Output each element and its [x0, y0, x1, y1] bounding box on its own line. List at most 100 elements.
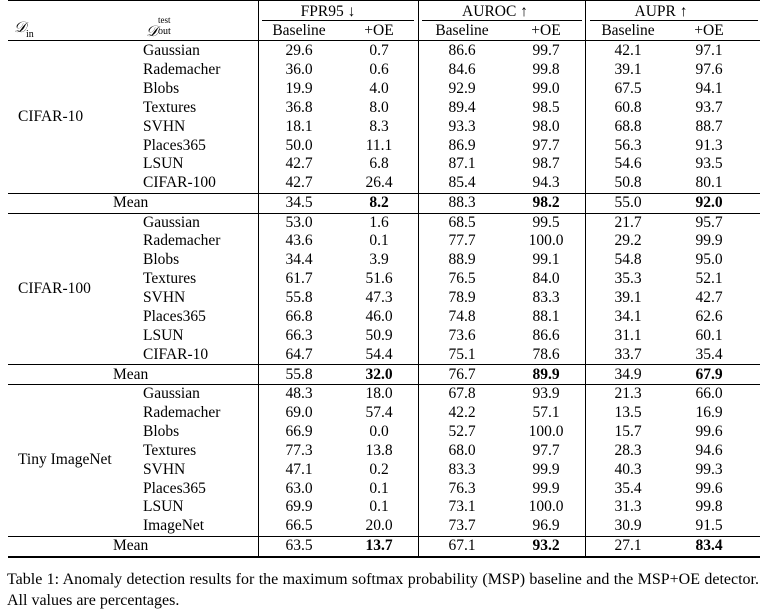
table-cell: 78.6	[532, 345, 560, 363]
in-dist-dataset-label: CIFAR-100	[18, 279, 91, 297]
table-cell: 8.3	[369, 117, 389, 135]
table-cell: 50.0	[285, 136, 313, 154]
ood-dataset-name: CIFAR-10	[143, 345, 209, 363]
table-cell: 86.6	[448, 42, 476, 59]
table-cell: 100.0	[528, 498, 564, 516]
table-cell: 39.1	[614, 60, 642, 78]
ood-dataset-name: Places365	[143, 308, 206, 325]
metric-header-fpr95: FPR95 ↓	[300, 3, 356, 20]
table-cell: 99.6	[695, 422, 723, 440]
table-cell: 46.0	[365, 308, 393, 325]
table-cell: 99.9	[532, 460, 560, 478]
table-cell: 75.1	[448, 345, 476, 363]
ood-dataset-name: Rademacher	[143, 60, 221, 78]
table-cell: 66.0	[695, 385, 723, 402]
table-cell: 3.9	[369, 251, 389, 269]
table-cell: 48.3	[285, 385, 313, 402]
table-cell: 92.9	[448, 79, 476, 97]
mean-rule-bottom	[8, 384, 760, 386]
table-cell: 13.5	[614, 403, 642, 421]
table-cell: 29.2	[614, 232, 642, 250]
table-cell: 93.5	[695, 155, 723, 173]
table-cell: 28.3	[614, 441, 642, 459]
table-cell: 96.9	[532, 517, 560, 535]
table-cell: 62.6	[695, 308, 723, 325]
table-cell: 60.1	[695, 326, 723, 344]
mean-cell: 32.0	[365, 365, 393, 383]
table-cell: 66.8	[285, 308, 313, 325]
table-cell: 60.8	[614, 98, 642, 116]
mean-rule-top	[8, 364, 760, 366]
table-cell: 99.6	[695, 479, 723, 497]
table-cell: 11.1	[365, 136, 393, 154]
column-separator	[585, 0, 586, 558]
mean-cell: 98.2	[532, 194, 560, 212]
table-cell: 35.3	[614, 270, 642, 288]
table-cell: 73.6	[448, 326, 476, 344]
ood-dataset-name: Textures	[143, 98, 197, 116]
table-cell: 40.3	[614, 460, 642, 478]
table-cell: 42.1	[614, 42, 642, 59]
table-cell: 77.3	[285, 441, 313, 459]
table-cell: 95.7	[695, 213, 723, 231]
ood-dataset-name: Blobs	[143, 79, 180, 97]
mean-cell: 67.9	[695, 365, 723, 383]
ood-dataset-name: Places365	[143, 479, 206, 497]
mean-cell: 93.2	[532, 537, 560, 555]
table-cell: 68.0	[448, 441, 476, 459]
table-cell: 56.3	[614, 136, 642, 154]
table-cell: 4.0	[369, 79, 389, 97]
table-cell: 84.6	[448, 60, 476, 78]
cmidrule-auroc	[422, 20, 582, 21]
dout-subscript: out	[157, 26, 171, 37]
table-cell: 57.1	[532, 403, 560, 421]
table-cell: 0.7	[369, 42, 389, 59]
table-cell: 93.9	[532, 385, 560, 402]
metric-header-aupr: AUPR ↑	[634, 3, 688, 20]
table-cell: 15.7	[614, 422, 642, 440]
table-cell: 76.5	[448, 270, 476, 288]
table-cell: 39.1	[614, 289, 642, 307]
table-cell: 0.1	[369, 232, 389, 250]
table-cell: 78.9	[448, 289, 476, 307]
table-cell: 13.8	[365, 441, 393, 459]
table-cell: 21.7	[614, 213, 642, 231]
table-cell: 47.1	[285, 460, 313, 478]
table-cell: 47.3	[365, 289, 393, 307]
ood-dataset-name: LSUN	[143, 498, 184, 516]
mean-cell: 92.0	[695, 194, 723, 212]
in-dist-dataset-label: Tiny ImageNet	[18, 451, 112, 469]
table-cell: 54.4	[365, 345, 393, 363]
mean-rule-top	[8, 535, 760, 537]
table-cell: 99.1	[532, 251, 560, 269]
table-cell: 99.0	[532, 79, 560, 97]
table-cell: 8.0	[369, 98, 389, 116]
table-cell: 88.7	[695, 117, 723, 135]
table-cell: 61.7	[285, 270, 313, 288]
table-cell: 19.9	[285, 79, 313, 97]
table-cell: 99.9	[695, 232, 723, 250]
mean-label: Mean	[113, 365, 149, 383]
table-cell: 33.7	[614, 345, 642, 363]
table-cell: 26.4	[365, 174, 393, 192]
metric-header-auroc: AUROC ↑	[462, 3, 528, 20]
mean-label: Mean	[113, 194, 149, 212]
mean-cell: 8.2	[369, 194, 389, 212]
mean-cell: 88.3	[448, 194, 476, 212]
in-dist-dataset-label: CIFAR-10	[18, 108, 84, 126]
ood-dataset-name: ImageNet	[143, 517, 205, 535]
ood-dataset-name: CIFAR-100	[143, 174, 216, 192]
table-cell: 42.7	[285, 174, 313, 192]
table-cell: 35.4	[614, 479, 642, 497]
table-cell: 99.8	[695, 498, 723, 516]
mean-cell: 27.1	[614, 537, 642, 555]
table-cell: 30.9	[614, 517, 642, 535]
table-cell: 64.7	[285, 345, 313, 363]
mean-cell: 67.1	[448, 537, 476, 555]
table-cell: 94.1	[695, 79, 723, 97]
cmidrule-fpr95	[262, 20, 414, 21]
mean-cell: 83.4	[695, 537, 723, 555]
table-cell: 1.6	[369, 213, 389, 231]
mean-cell: 76.7	[448, 365, 476, 383]
